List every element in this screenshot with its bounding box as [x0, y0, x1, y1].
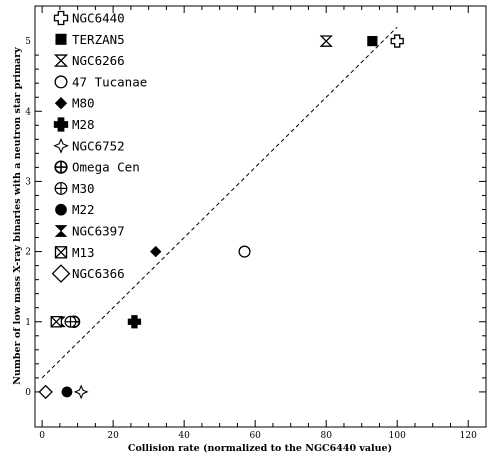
legend-marker-ngc6366 [51, 264, 71, 283]
legend-label-omega-cen: Omega Cen [72, 160, 140, 175]
y-tick-label: 1 [25, 318, 31, 328]
legend-marker-m30 [54, 181, 68, 195]
legend-label-ngc6266: NGC6266 [72, 53, 125, 68]
y-axis-label: Number of low mass X-ray binaries with a… [12, 47, 23, 385]
fit-line [41, 26, 398, 379]
plot-frame [34, 5, 487, 428]
point-terzan5 [367, 35, 378, 47]
legend-label-m28: M28 [72, 117, 95, 132]
legend-label-ngc6366: NGC6366 [72, 266, 125, 281]
data-points [38, 34, 404, 400]
legend-marker-m22 [55, 203, 67, 216]
point-m30 [64, 315, 77, 328]
point-m22 [61, 386, 73, 398]
fit-line-group [41, 26, 398, 379]
x-tick-label: 40 [178, 431, 190, 441]
legend-marker-ngc6397 [54, 225, 68, 237]
legend-label-terzan5: TERZAN5 [72, 32, 125, 47]
legend-label-ngc6440: NGC6440 [72, 11, 125, 26]
legend-marker-ngc6752 [53, 137, 69, 154]
legend-marker-m13 [54, 246, 68, 259]
point-m13 [50, 315, 63, 328]
point-ngc6752 [73, 384, 89, 400]
x-tick-label: 120 [460, 431, 477, 441]
legend-label-ngc6397: NGC6397 [72, 224, 125, 239]
legend-label-m30: M30 [72, 181, 95, 196]
point-ngc6366 [38, 384, 53, 400]
point-ngc6266 [319, 35, 333, 47]
legend-label-m13: M13 [72, 245, 95, 260]
legend-label-m22: M22 [72, 202, 95, 217]
legend-marker-47-tucanae [54, 75, 68, 89]
legend-marker-m80 [54, 97, 68, 110]
legend-label-m80: M80 [72, 96, 95, 111]
axis-ticks: 0 20 40 60 80 100 120 0 1 2 3 4 5 [25, 6, 486, 441]
y-tick-label: 4 [25, 107, 31, 117]
y-tick-label: 3 [25, 177, 31, 187]
x-axis-label: Collision rate (normalized to the NGC644… [128, 443, 392, 454]
y-tick-label: 0 [25, 388, 31, 398]
legend-marker-omega-cen [54, 160, 68, 174]
legend: NGC6440 TERZAN5 NGC6266 47 Tucanae M80 M28 NGC… [51, 10, 147, 283]
legend-label-47-tucanae: 47 Tucanae [72, 74, 147, 89]
legend-marker-terzan5 [55, 33, 67, 45]
legend-label-ngc6752: NGC6752 [72, 138, 125, 153]
y-tick-label: 5 [25, 37, 31, 47]
x-tick-label: 60 [249, 431, 261, 441]
legend-marker-m28 [53, 117, 69, 132]
x-tick-label: 20 [107, 431, 119, 441]
point-m80 [150, 245, 162, 258]
point-ngc6440 [390, 34, 404, 48]
x-tick-label: 80 [320, 431, 332, 441]
point-m28 [127, 315, 142, 329]
legend-marker-ngc6266 [53, 54, 69, 67]
x-tick-label: 100 [389, 431, 406, 441]
y-tick-label: 2 [25, 248, 31, 258]
legend-marker-ngc6440 [53, 10, 69, 26]
x-tick-label: 0 [39, 431, 45, 441]
point-47-tucanae [238, 245, 251, 258]
